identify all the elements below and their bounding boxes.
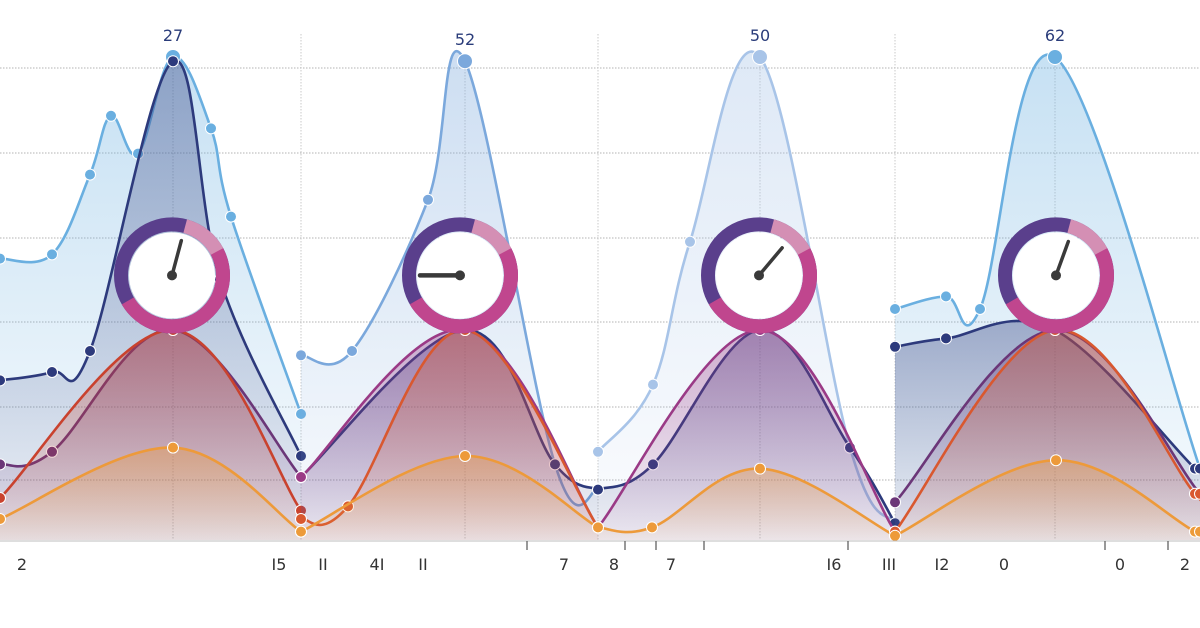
data-point[interactable] [46,366,58,378]
gauge-hand [757,246,784,278]
series-area [598,329,895,540]
data-point[interactable] [1194,487,1200,500]
x-tick-label: 7 [559,555,569,574]
gauge-4[interactable] [998,217,1114,334]
series-line [0,59,303,457]
data-point[interactable] [1047,49,1063,65]
gauge-accent-arc [708,246,817,334]
data-point[interactable] [1194,462,1200,475]
data-point[interactable] [1050,454,1062,467]
data-point[interactable] [592,521,604,534]
data-point[interactable] [889,340,901,353]
gauge-highlight-arc [471,219,512,256]
peak-label: 52 [455,30,475,49]
data-point[interactable] [0,252,6,265]
data-point[interactable] [295,471,307,483]
gauge-3[interactable] [701,217,817,334]
peak-label: 62 [1045,26,1065,45]
gauge-highlight-arc [183,219,224,256]
data-point[interactable] [889,303,901,315]
x-tick-label: 2 [17,555,27,574]
series-area [598,468,895,540]
gauge-pivot [455,270,465,281]
peak-label: 27 [163,26,183,45]
series-line [894,458,1200,537]
data-point[interactable] [167,441,179,454]
gauge-hand [170,238,184,278]
data-point[interactable] [346,345,358,357]
data-point[interactable] [84,345,96,357]
data-point[interactable] [105,109,117,122]
gauge-pivot [167,270,177,281]
x-tick-label: I5 [272,555,287,574]
data-point[interactable] [46,248,58,261]
data-point[interactable] [754,462,766,475]
gauge-pivot [1051,270,1061,281]
x-tick-label: 4I [370,555,385,574]
x-tick-label: 8 [609,555,619,574]
data-point[interactable] [752,49,768,65]
data-point[interactable] [684,235,696,248]
gauge-highlight-arc [1067,219,1108,256]
data-point[interactable] [295,349,307,362]
data-point[interactable] [592,445,604,458]
series-area [0,447,301,540]
series-area [895,460,1200,540]
data-point[interactable] [940,332,952,345]
gauge-highlight-arc [770,219,811,256]
x-tick-label: I6 [827,555,842,574]
data-point[interactable] [225,210,237,223]
series-line [597,467,896,537]
x-tick-label: 7 [666,555,676,574]
x-tick-label: II [418,555,427,574]
x-tick-label: 2 [1180,555,1190,574]
gauge-pivot [754,270,764,281]
data-point[interactable] [0,374,6,387]
data-point[interactable] [940,290,952,303]
peak-label: 50 [750,26,770,45]
x-tick-label: II [318,555,327,574]
series-area [301,455,598,540]
data-point[interactable] [1194,525,1200,538]
gauge-1[interactable] [114,217,230,334]
data-point[interactable] [0,458,6,471]
x-tick-label: 0 [1115,555,1125,574]
x-tick-label: III [882,555,896,574]
data-point[interactable] [974,303,986,315]
data-point[interactable] [889,496,901,509]
gauge-accent-arc [1005,246,1114,334]
data-point[interactable] [205,122,217,135]
data-point[interactable] [295,513,307,525]
gauge-2[interactable] [402,217,518,334]
gauge-accent-arc [121,246,230,334]
x-axis: 2 I5 II 4I II 7 8 7 I6 III I2 0 0 2 [0,540,1200,574]
data-point[interactable] [592,483,604,496]
data-point[interactable] [647,378,659,391]
data-point[interactable] [889,529,901,542]
data-point[interactable] [646,521,658,534]
data-point[interactable] [0,492,6,504]
data-point[interactable] [459,450,471,462]
data-point[interactable] [167,55,179,68]
data-point[interactable] [422,193,434,206]
gauge-hand [1054,239,1071,278]
data-point[interactable] [457,53,473,70]
data-point[interactable] [0,513,6,525]
data-point[interactable] [84,168,96,181]
data-point[interactable] [295,525,307,538]
gauge-accent-arc [409,246,518,334]
x-tick-label: 0 [999,555,1009,574]
x-tick-label: I2 [935,555,950,574]
series-line [893,328,1200,533]
